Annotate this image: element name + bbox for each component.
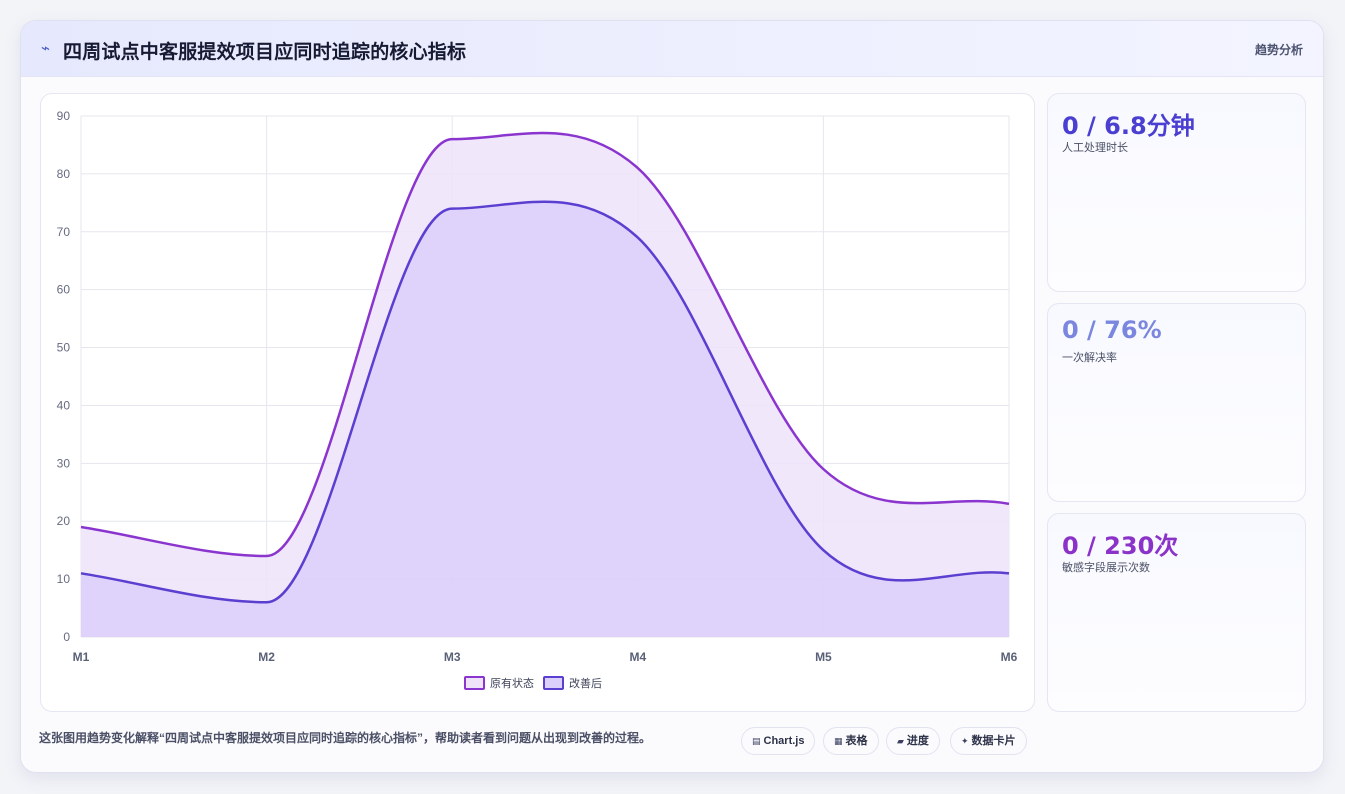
x-tick-label: M4 — [629, 650, 646, 664]
series-area — [81, 201, 1009, 637]
chart-card: 0 10 20 30 40 50 60 70 80 90 M1 M2 M3 M4 M5 M6 原有状态 改善后 — [40, 93, 1035, 712]
legend-swatch — [464, 676, 485, 690]
stat-value: 0 / 6.8分钟 — [1062, 112, 1195, 140]
y-tick-label: 70 — [57, 225, 71, 239]
trend-line-icon: ⌁ — [41, 39, 51, 57]
stat-card-handle-time: 0 / 6.8分钟 人工处理时长 — [1047, 93, 1306, 292]
table-pill[interactable]: ▦ 表格 — [823, 727, 879, 755]
progress-icon: ▰ — [897, 736, 904, 746]
table-icon: ▦ — [834, 736, 843, 746]
chartjs-pill[interactable]: ▤ Chart.js — [741, 727, 816, 755]
page-title: 四周试点中客服提效项目应同时追踪的核心指标 — [63, 42, 467, 63]
chart-icon: ▤ — [752, 736, 761, 746]
stat-label: 人工处理时长 — [1062, 142, 1128, 154]
x-tick-label: M5 — [815, 650, 832, 664]
x-tick-label: M1 — [73, 650, 90, 664]
stat-value: 0 / 76% — [1062, 316, 1162, 344]
y-tick-label: 10 — [57, 572, 71, 586]
y-tick-label: 60 — [57, 283, 71, 297]
y-tick-label: 30 — [57, 456, 71, 470]
legend-label: 原有状态 — [490, 676, 534, 690]
area-chart: 0 10 20 30 40 50 60 70 80 90 M1 M2 M3 M4 M5 M6 原有状态 改善后 — [57, 109, 1018, 690]
stat-card-sensitive-fields: 0 / 230次 敏感字段展示次数 — [1047, 513, 1306, 712]
data-card-pill[interactable]: ✦ 数据卡片 — [950, 727, 1027, 755]
progress-pill[interactable]: ▰ 进度 — [886, 727, 940, 755]
header-tag: 趋势分析 — [1254, 43, 1303, 57]
y-tick-label: 0 — [63, 630, 70, 644]
series-line — [80, 200, 1010, 604]
header-bar: ⌁ 四周试点中客服提效项目应同时追踪的核心指标 趋势分析 — [21, 21, 1323, 77]
chart-caption: 这张图用趋势变化解释“四周试点中客服提效项目应同时追踪的核心指标”，帮助读者看到… — [39, 731, 652, 745]
legend-label: 改善后 — [569, 676, 602, 690]
stat-label: 敏感字段展示次数 — [1062, 562, 1150, 574]
x-tick-label: M3 — [444, 650, 461, 664]
series-line — [80, 131, 1010, 558]
x-tick-label: M2 — [258, 650, 275, 664]
y-tick-label: 40 — [57, 398, 71, 412]
y-tick-label: 50 — [57, 341, 71, 355]
x-tick-label: M6 — [1001, 650, 1018, 664]
y-tick-label: 20 — [57, 514, 71, 528]
dashboard-frame: ⌁ 四周试点中客服提效项目应同时追踪的核心指标 趋势分析 0 10 20 30 40 50… — [20, 20, 1324, 773]
legend-swatch — [543, 676, 564, 690]
stat-label: 一次解决率 — [1062, 352, 1117, 364]
stat-value: 0 / 230次 — [1062, 532, 1179, 560]
y-tick-label: 90 — [57, 109, 71, 123]
sparkle-icon: ✦ — [961, 736, 969, 746]
y-tick-label: 80 — [57, 167, 71, 181]
stat-card-resolution-rate: 0 / 76% 一次解决率 — [1047, 303, 1306, 502]
